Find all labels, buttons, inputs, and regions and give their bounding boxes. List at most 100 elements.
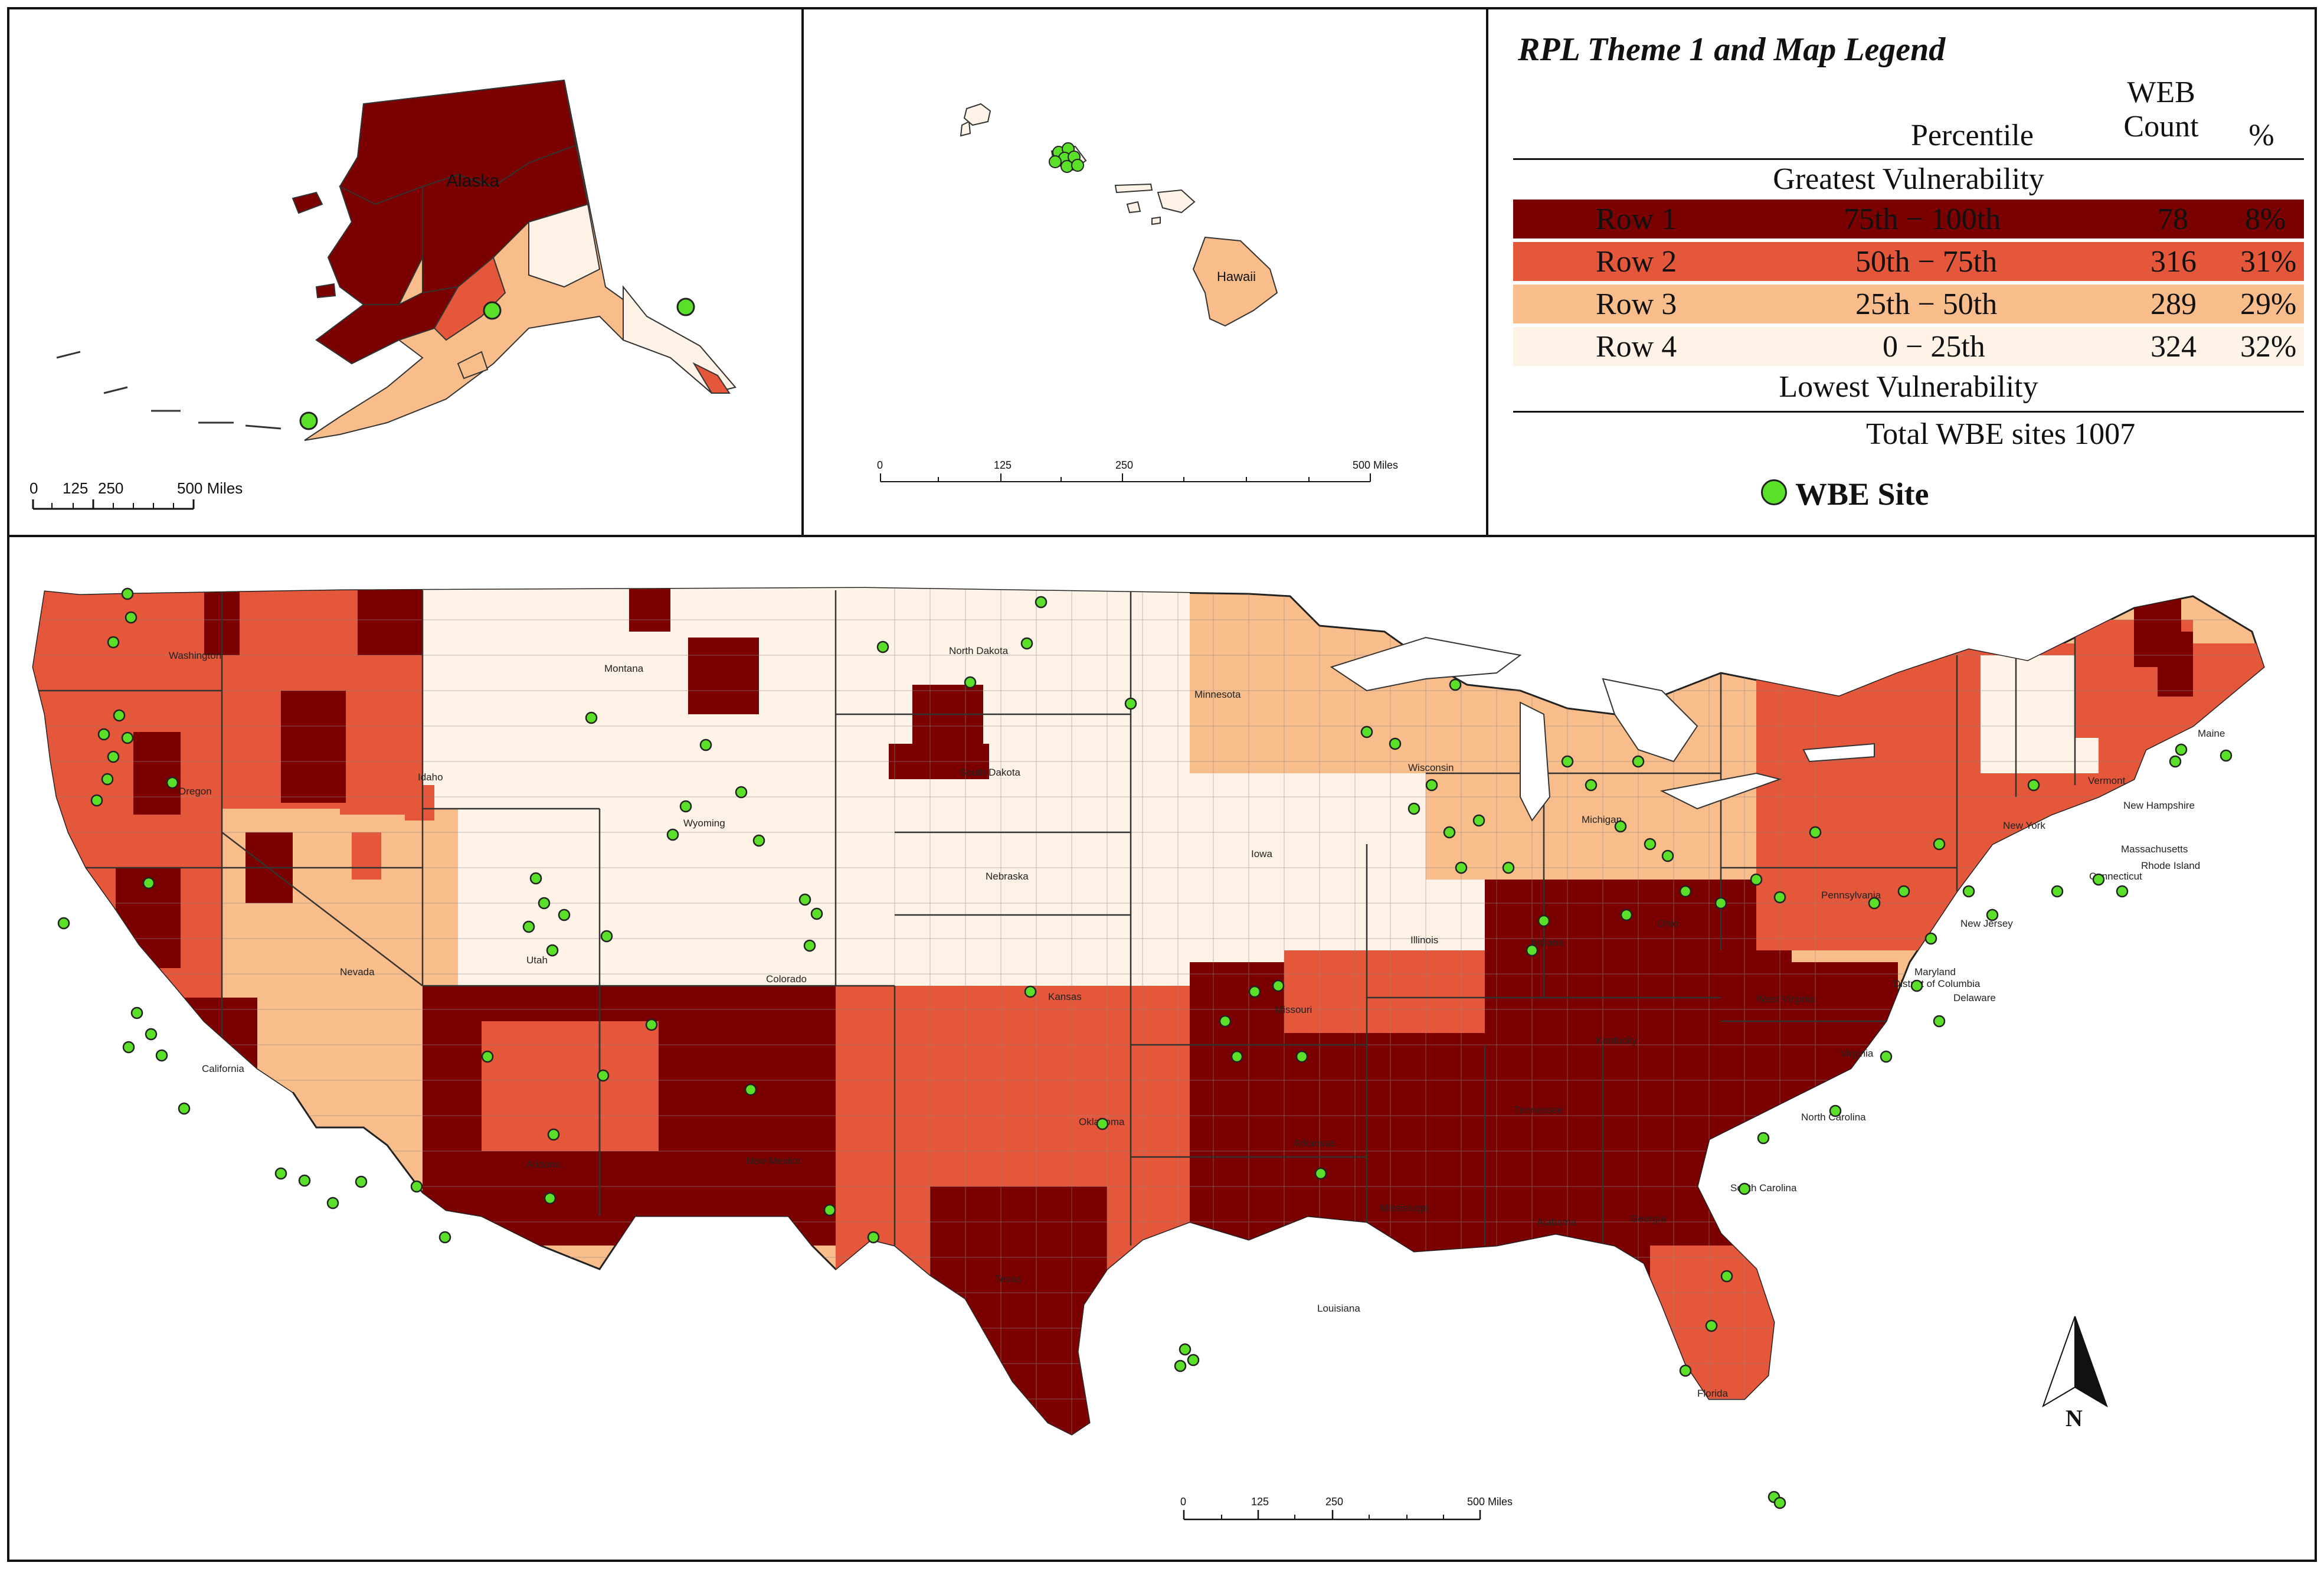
- state-label-nebraska: Nebraska: [986, 871, 1029, 882]
- region-fill: [281, 691, 346, 803]
- wbe-site: [1230, 1050, 1243, 1063]
- state-label-kentucky: Kentucky: [1596, 1035, 1637, 1046]
- wbe-site: [699, 738, 712, 751]
- wbe-site: [1773, 1496, 1786, 1509]
- wbe-site: [1924, 932, 1937, 945]
- state-label-south-dakota: South Dakota: [960, 767, 1021, 778]
- scale-tick-label: 125: [1251, 1496, 1269, 1508]
- wbe-site: [1035, 596, 1048, 609]
- alaska-aleutians: [56, 351, 282, 430]
- state-label-pennsylvania: Pennsylvania: [1821, 890, 1881, 901]
- wbe-site: [1910, 979, 1923, 992]
- wbe-site: [744, 1083, 757, 1096]
- wbe-site: [544, 1192, 557, 1205]
- state-label-west-virginia: West Virginia: [1756, 993, 1815, 1005]
- alaska-island-kodiak: [457, 351, 489, 380]
- wbe-site: [1880, 1050, 1893, 1063]
- wbe-site: [2169, 755, 2182, 768]
- state-label-montana: Montana: [604, 663, 644, 674]
- wbe-site: [597, 1069, 610, 1082]
- conus-map: Washington Montana North Dakota Minnesot…: [32, 587, 2265, 1521]
- state-label-florida: Florida: [1697, 1388, 1729, 1399]
- wbe-site: [1632, 755, 1645, 768]
- state-label-louisiana: Louisiana: [1317, 1303, 1360, 1314]
- legend-rule-top: [1513, 158, 2304, 160]
- wbe-site: [326, 1197, 339, 1210]
- legend-total: Total WBE sites 1007: [1866, 417, 2136, 451]
- legend-row-count: 289: [2150, 287, 2197, 321]
- wbe-site: [803, 939, 816, 952]
- hawaii-island-maui: [1157, 189, 1196, 214]
- region-fill: [358, 588, 423, 655]
- wbe-site-legend-icon: [1761, 479, 1787, 505]
- wbe-site: [798, 893, 811, 906]
- state-label-alabama: Alabama: [1537, 1217, 1577, 1228]
- legend-lowest-label: Lowest Vulnerability: [1779, 370, 2038, 404]
- state-label-kansas: Kansas: [1048, 991, 1082, 1002]
- wbe-site: [1295, 1050, 1308, 1063]
- wbe-site: [2116, 885, 2129, 898]
- wbe-site: [547, 1128, 560, 1141]
- wbe-site: [355, 1175, 368, 1188]
- state-label-delaware: Delaware: [1953, 992, 1996, 1003]
- state-label-new-mexico: New Mexico: [746, 1155, 801, 1166]
- state-label-north-carolina: North Carolina: [1801, 1112, 1866, 1123]
- state-label-virginia: Virginia: [1840, 1048, 1874, 1059]
- state-label-idaho: Idaho: [418, 772, 443, 783]
- legend-col-count-line2: Count: [2123, 110, 2199, 143]
- wbe-site: [1187, 1354, 1200, 1367]
- state-label-ohio: Ohio: [1657, 918, 1678, 929]
- hawaii-island-kahoolawe: [1151, 216, 1161, 225]
- wbe-site: [1455, 861, 1468, 874]
- wbe-site: [1020, 637, 1033, 650]
- wbe-site: [107, 636, 120, 649]
- region-fill: [688, 638, 759, 714]
- wbe-site: [438, 1231, 451, 1244]
- legend-row-range: 0 − 25th: [1883, 330, 1985, 364]
- wbe-site: [600, 930, 613, 943]
- wbe-site: [121, 587, 134, 600]
- alaska-region-south: [433, 256, 506, 341]
- hawaii-map: Hawaii 0 125 250 500 Miles: [877, 103, 1398, 482]
- wbe-site: [867, 1231, 880, 1244]
- wbe-site: [1314, 1167, 1327, 1180]
- wbe-site: [1443, 826, 1456, 839]
- legend-row: Row 3 25th − 50th 289 29%: [1513, 285, 2304, 323]
- wbe-site: [483, 301, 502, 320]
- legend-row-count: 78: [2158, 202, 2188, 236]
- wbe-site: [122, 1041, 135, 1054]
- wbe-site: [481, 1050, 494, 1063]
- wbe-site: [546, 944, 559, 957]
- scale-tick-label: 125: [994, 459, 1012, 471]
- wbe-site: [679, 800, 692, 813]
- wbe-site: [1219, 1015, 1232, 1028]
- state-label-north-dakota: North Dakota: [949, 645, 1009, 656]
- lake-michigan: [1520, 701, 1551, 822]
- wbe-site: [107, 750, 120, 763]
- north-arrow: N: [2042, 1316, 2108, 1431]
- wbe-site: [876, 640, 889, 653]
- wbe-site: [2051, 885, 2064, 898]
- wbe-site: [130, 1006, 143, 1019]
- state-label-vermont: Vermont: [2088, 775, 2126, 786]
- wbe-site: [121, 731, 134, 744]
- scale-tick-label: 125: [63, 479, 88, 497]
- hawaii-island-molokai: [1114, 183, 1153, 194]
- wbe-site: [1620, 908, 1633, 921]
- scale-tick-label: 0: [1180, 1496, 1186, 1508]
- state-label-mississippi: Mississippi: [1380, 1202, 1428, 1214]
- wbe-site: [810, 907, 823, 920]
- wbe-site: [1897, 885, 1910, 898]
- wbe-site: [1933, 838, 1946, 851]
- wbe-site: [1809, 826, 1822, 839]
- wbe-site: [410, 1180, 423, 1193]
- lake-erie: [1659, 772, 1782, 810]
- wbe-site: [1502, 861, 1515, 874]
- wbe-site: [1071, 159, 1084, 172]
- alaska-region-panhandle-south: [692, 362, 731, 394]
- legend-row-pct: 32%: [2240, 330, 2297, 364]
- legend-panel: RPL Theme 1 and Map Legend WEB Count Per…: [1486, 7, 2317, 537]
- alaska-region-west: [327, 185, 423, 305]
- legend-greatest-label: Greatest Vulnerability: [1773, 162, 2044, 196]
- state-label-texas: Texas: [995, 1273, 1021, 1284]
